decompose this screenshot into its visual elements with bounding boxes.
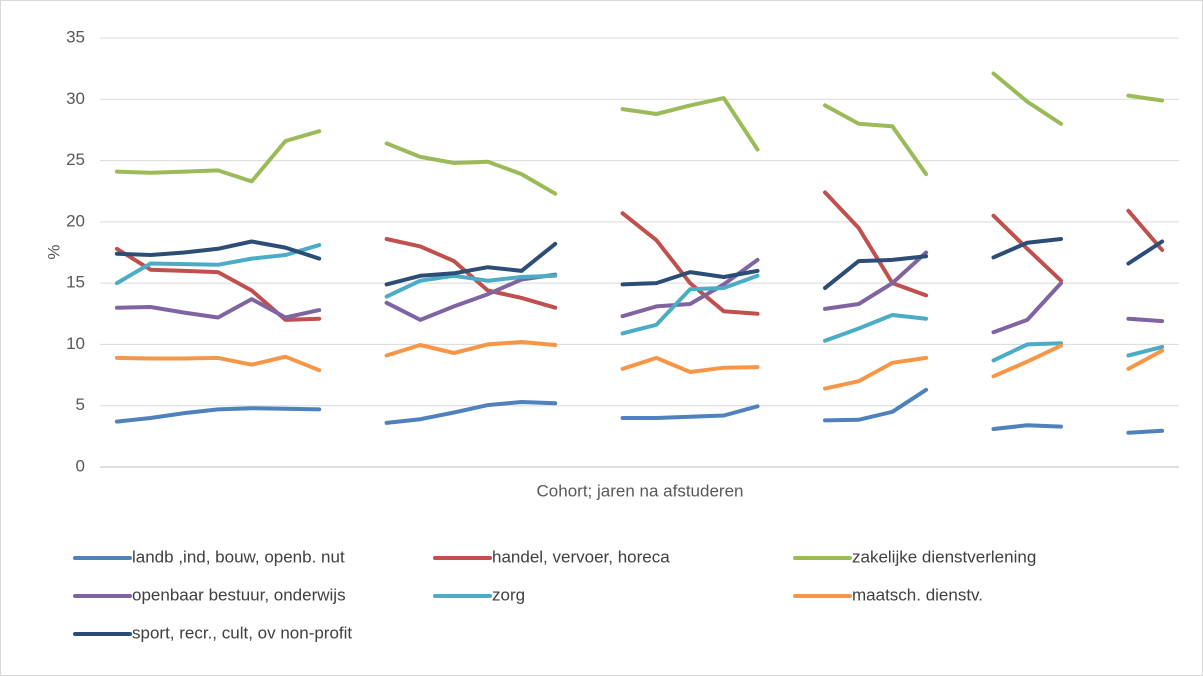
- y-tick-label: 5: [76, 395, 85, 414]
- legend-label: landb ,ind, bouw, openb. nut: [132, 547, 345, 566]
- legend-label: handel, vervoer, horeca: [492, 547, 670, 566]
- legend-label: maatsch. dienstv.: [852, 585, 983, 604]
- y-tick-label: 20: [66, 211, 85, 230]
- y-tick-label: 30: [66, 89, 85, 108]
- series-line: [114, 340, 1165, 391]
- legend-label: zorg: [492, 585, 525, 604]
- series-line: [114, 190, 1165, 322]
- x-axis-label: Cohort; jaren na afstuderen: [537, 481, 744, 500]
- legend-label: sport, recr., cult, ov non-profit: [132, 623, 352, 642]
- y-tick-label: 15: [66, 273, 85, 292]
- y-axis-label: %: [44, 244, 63, 259]
- y-tick-label: 25: [66, 150, 85, 169]
- series-line: [114, 243, 1165, 363]
- series-line: [114, 387, 1165, 435]
- y-tick-label: 10: [66, 334, 85, 353]
- y-tick-label: 0: [76, 456, 85, 475]
- series-line: [114, 250, 1165, 335]
- series-line: [114, 71, 1165, 196]
- legend-label: zakelijke dienstverlening: [852, 547, 1036, 566]
- series-line: [114, 237, 1165, 290]
- legend-label: openbaar bestuur, onderwijs: [132, 585, 346, 604]
- y-tick-label: 35: [66, 27, 85, 46]
